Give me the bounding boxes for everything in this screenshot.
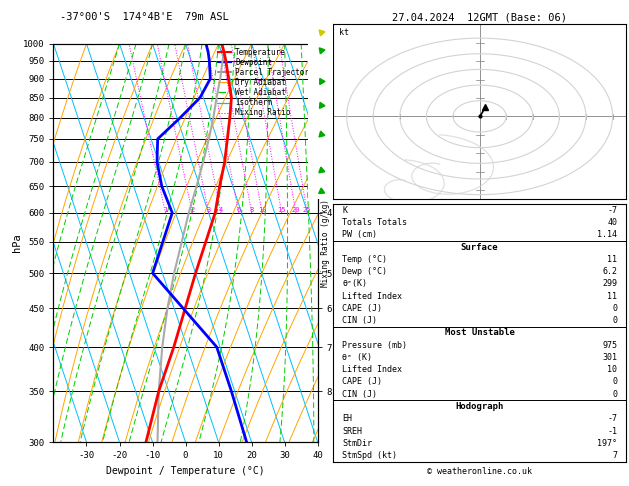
- Text: 0: 0: [612, 390, 617, 399]
- Text: 6.2: 6.2: [602, 267, 617, 276]
- Text: CIN (J): CIN (J): [342, 316, 377, 325]
- Text: EH: EH: [342, 414, 352, 423]
- Text: Mixing Ratio (g/kg): Mixing Ratio (g/kg): [321, 199, 330, 287]
- Text: CAPE (J): CAPE (J): [342, 378, 382, 386]
- Text: © weatheronline.co.uk: © weatheronline.co.uk: [427, 467, 532, 476]
- Text: kt: kt: [338, 28, 348, 37]
- Text: 301: 301: [602, 353, 617, 362]
- Text: 7: 7: [612, 451, 617, 460]
- Text: 0: 0: [612, 378, 617, 386]
- Text: 11: 11: [607, 255, 617, 264]
- Text: 15: 15: [277, 207, 286, 213]
- Text: Pressure (mb): Pressure (mb): [342, 341, 407, 349]
- Text: Lifted Index: Lifted Index: [342, 365, 402, 374]
- Text: 197°: 197°: [597, 439, 617, 448]
- Text: Surface: Surface: [461, 243, 498, 252]
- Legend: Temperature, Dewpoint, Parcel Trajectory, Dry Adiabat, Wet Adiabat, Isotherm, Mi: Temperature, Dewpoint, Parcel Trajectory…: [218, 48, 314, 118]
- Text: -37°00'S  174°4B'E  79m ASL: -37°00'S 174°4B'E 79m ASL: [60, 12, 228, 22]
- Text: 10: 10: [258, 207, 267, 213]
- Text: -1: -1: [607, 427, 617, 435]
- Text: 25: 25: [303, 207, 311, 213]
- Text: LCL: LCL: [320, 48, 333, 57]
- Text: 1: 1: [164, 207, 167, 213]
- Text: 11: 11: [607, 292, 617, 301]
- Text: CAPE (J): CAPE (J): [342, 304, 382, 313]
- Text: 3: 3: [207, 207, 211, 213]
- Text: StmSpd (kt): StmSpd (kt): [342, 451, 397, 460]
- Y-axis label: km
ASL: km ASL: [335, 235, 354, 251]
- Text: Hodograph: Hodograph: [455, 402, 504, 411]
- Text: Temp (°C): Temp (°C): [342, 255, 387, 264]
- X-axis label: Dewpoint / Temperature (°C): Dewpoint / Temperature (°C): [106, 466, 265, 476]
- Text: 40: 40: [607, 218, 617, 227]
- Text: 975: 975: [602, 341, 617, 349]
- Text: θᵉ(K): θᵉ(K): [342, 279, 367, 288]
- Text: -7: -7: [607, 206, 617, 215]
- Text: CIN (J): CIN (J): [342, 390, 377, 399]
- Text: 4: 4: [219, 207, 223, 213]
- Text: Lifted Index: Lifted Index: [342, 292, 402, 301]
- Text: 10: 10: [607, 365, 617, 374]
- Text: 299: 299: [602, 279, 617, 288]
- Text: PW (cm): PW (cm): [342, 230, 377, 239]
- Text: 20: 20: [292, 207, 300, 213]
- Text: 27.04.2024  12GMT (Base: 06): 27.04.2024 12GMT (Base: 06): [392, 12, 567, 22]
- Text: 0: 0: [612, 316, 617, 325]
- Text: θᵉ (K): θᵉ (K): [342, 353, 372, 362]
- Text: SREH: SREH: [342, 427, 362, 435]
- Text: StmDir: StmDir: [342, 439, 372, 448]
- Text: 8: 8: [250, 207, 254, 213]
- Text: K: K: [342, 206, 347, 215]
- Text: Dewp (°C): Dewp (°C): [342, 267, 387, 276]
- Text: 1.14: 1.14: [597, 230, 617, 239]
- Text: 2: 2: [190, 207, 194, 213]
- Text: Totals Totals: Totals Totals: [342, 218, 407, 227]
- Text: 6: 6: [237, 207, 241, 213]
- Text: Most Unstable: Most Unstable: [445, 329, 515, 337]
- Text: -7: -7: [607, 414, 617, 423]
- Text: 0: 0: [612, 304, 617, 313]
- Y-axis label: hPa: hPa: [11, 234, 21, 252]
